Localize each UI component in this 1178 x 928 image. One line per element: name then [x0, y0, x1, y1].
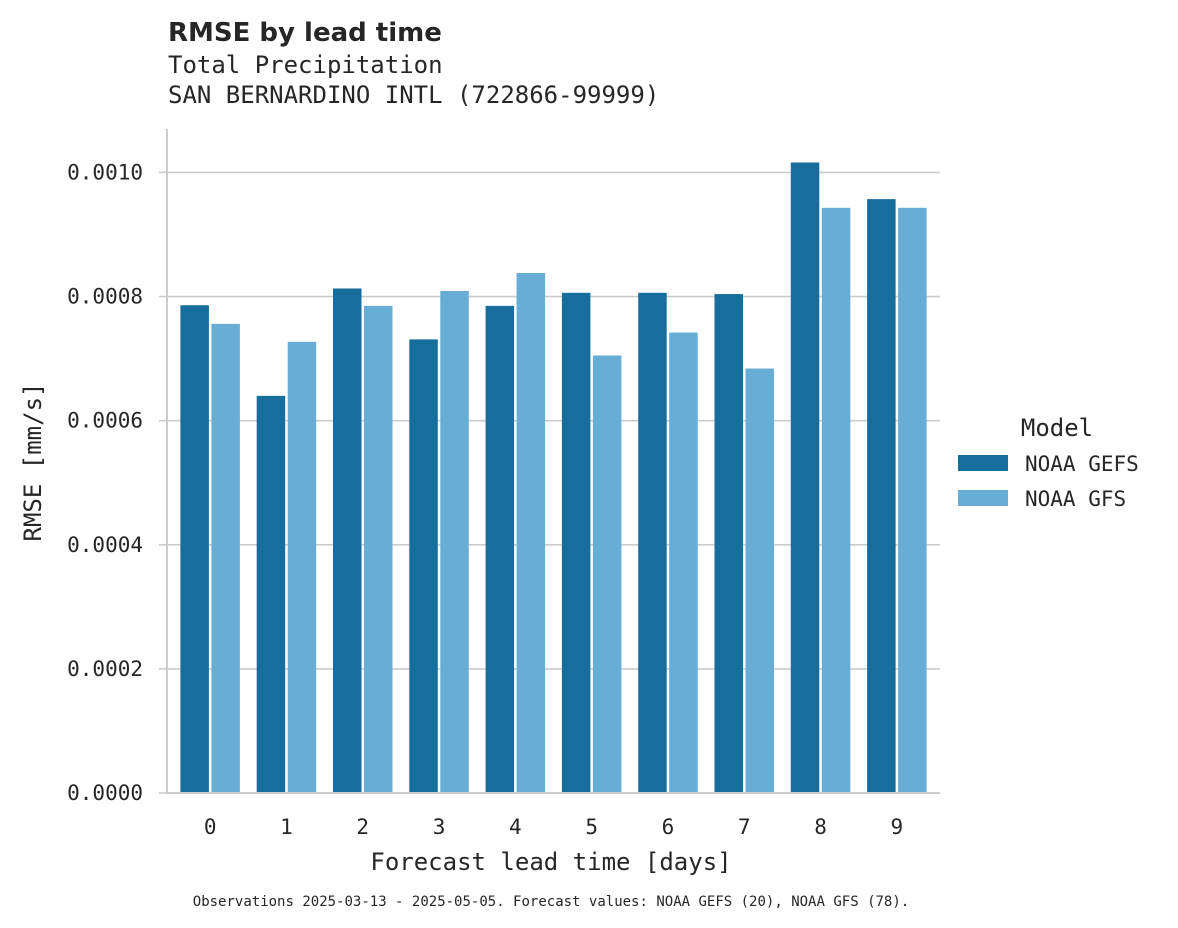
x-tick-label: 7	[738, 815, 751, 839]
bar-noaa-gfs-1	[287, 341, 317, 793]
legend-label: NOAA GEFS	[1025, 452, 1139, 476]
y-tick-label: 0.0002	[67, 657, 143, 681]
x-tick-label: 4	[509, 815, 522, 839]
bar-noaa-gfs-3	[440, 290, 469, 793]
bars	[180, 162, 927, 794]
x-tick-label: 5	[585, 815, 598, 839]
x-tick-label: 3	[433, 815, 446, 839]
bar-noaa-gfs-2	[364, 305, 393, 793]
y-tick-labels: 0.0000 0.0002 0.0004 0.0006 0.0008 0.0010	[67, 160, 167, 805]
bar-noaa-gefs-3	[409, 339, 438, 793]
bar-noaa-gefs-5	[561, 292, 591, 793]
y-axis-label: RMSE [mm/s]	[19, 383, 47, 542]
legend: Model NOAA GEFS NOAA GFS	[958, 414, 1139, 511]
bar-noaa-gfs-9	[898, 207, 927, 793]
bar-noaa-gefs-4	[485, 305, 515, 793]
x-tick-label: 8	[814, 815, 827, 839]
legend-swatch	[958, 490, 1008, 506]
bar-noaa-gefs-9	[867, 199, 896, 794]
bar-noaa-gfs-4	[516, 272, 546, 793]
y-tick-label: 0.0010	[67, 160, 143, 184]
x-tick-label: 0	[204, 815, 217, 839]
bar-noaa-gefs-2	[333, 288, 362, 793]
x-tick-label: 1	[280, 815, 293, 839]
bar-noaa-gefs-8	[790, 162, 820, 794]
bar-noaa-gefs-7	[714, 294, 743, 793]
bar-noaa-gfs-8	[821, 207, 851, 793]
legend-title: Model	[1021, 414, 1093, 442]
y-tick-label: 0.0000	[67, 781, 143, 805]
footnote: Observations 2025-03-13 - 2025-05-05. Fo…	[193, 894, 909, 910]
bar-noaa-gfs-5	[592, 355, 622, 793]
y-tick-label: 0.0006	[67, 409, 143, 433]
bar-noaa-gfs-0	[211, 323, 240, 793]
bar-noaa-gefs-6	[638, 292, 667, 793]
y-tick-label: 0.0008	[67, 285, 143, 309]
x-tick-label: 9	[891, 815, 904, 839]
legend-swatch	[958, 455, 1008, 471]
chart-subtitle-line-1: Total Precipitation	[168, 51, 443, 79]
bar-noaa-gefs-0	[180, 305, 209, 793]
bar-noaa-gefs-1	[256, 395, 286, 793]
chart-title: RMSE by lead time	[168, 18, 442, 48]
chart-subtitle-line-2: SAN BERNARDINO INTL (722866-99999)	[168, 81, 659, 109]
bar-noaa-gfs-6	[669, 332, 698, 793]
bar-noaa-gfs-7	[745, 368, 774, 793]
x-tick-label: 2	[356, 815, 369, 839]
x-axis-label: Forecast lead time [days]	[370, 848, 731, 876]
x-tick-label: 6	[662, 815, 675, 839]
legend-label: NOAA GFS	[1025, 487, 1126, 511]
y-tick-label: 0.0004	[67, 533, 143, 557]
x-tick-labels: 0 1 2 3 4 5 6 7 8 9	[204, 815, 903, 839]
